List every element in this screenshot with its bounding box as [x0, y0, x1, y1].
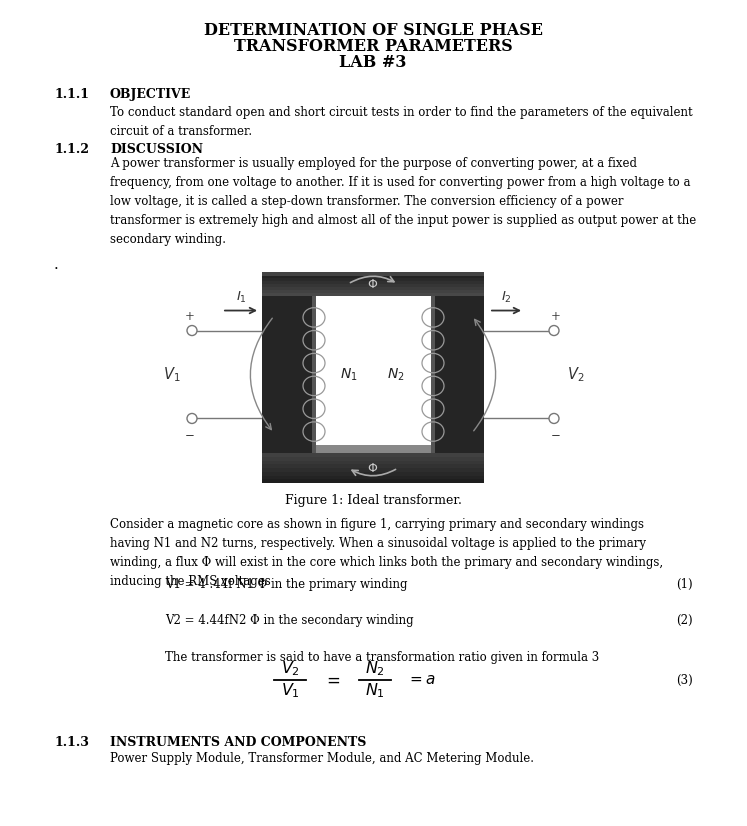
Text: −: −: [185, 429, 195, 441]
Bar: [262, 476, 484, 479]
Bar: [435, 296, 484, 453]
Text: $V_2$: $V_2$: [281, 660, 300, 678]
Text: Power Supply Module, Transformer Module, and AC Metering Module.: Power Supply Module, Transformer Module,…: [110, 752, 534, 765]
Text: INSTRUMENTS AND COMPONENTS: INSTRUMENTS AND COMPONENTS: [110, 736, 366, 749]
Text: 1.1.2: 1.1.2: [54, 143, 89, 156]
Text: $N_2$: $N_2$: [365, 660, 385, 678]
Bar: [262, 468, 484, 472]
FancyBboxPatch shape: [262, 272, 484, 276]
Text: (3): (3): [676, 673, 693, 686]
Text: $\Phi$: $\Phi$: [368, 462, 379, 474]
Bar: [312, 445, 435, 453]
Text: DETERMINATION OF SINGLE PHASE: DETERMINATION OF SINGLE PHASE: [203, 22, 542, 39]
Text: V1 = 4 .44f N1 Φ in the primary winding: V1 = 4 .44f N1 Φ in the primary winding: [165, 578, 408, 591]
Bar: [262, 472, 484, 476]
Text: TRANSFORMER PARAMETERS: TRANSFORMER PARAMETERS: [234, 38, 512, 55]
Text: Consider a magnetic core as shown in figure 1, carrying primary and secondary wi: Consider a magnetic core as shown in fig…: [110, 518, 663, 588]
Text: $\Phi$: $\Phi$: [368, 278, 379, 291]
Text: $N_1$: $N_1$: [340, 366, 358, 382]
Text: The transformer is said to have a transformation ratio given in formula 3: The transformer is said to have a transf…: [165, 651, 599, 664]
Text: $I_2$: $I_2$: [500, 290, 512, 305]
Bar: [262, 453, 484, 457]
Bar: [312, 296, 316, 453]
Text: $=$: $=$: [323, 672, 341, 689]
Bar: [262, 479, 484, 483]
Bar: [431, 296, 435, 453]
Bar: [262, 272, 484, 483]
Bar: [262, 461, 484, 464]
Text: $N_1$: $N_1$: [365, 681, 385, 700]
Text: To conduct standard open and short circuit tests in order to find the parameters: To conduct standard open and short circu…: [110, 106, 692, 138]
Bar: [262, 287, 484, 290]
Bar: [262, 290, 484, 293]
Text: +: +: [551, 310, 561, 322]
Text: $I_1$: $I_1$: [235, 290, 247, 305]
Bar: [262, 272, 484, 275]
Text: 1.1.1: 1.1.1: [54, 88, 89, 101]
Text: (2): (2): [676, 614, 693, 627]
Bar: [262, 296, 312, 453]
Text: DISCUSSION: DISCUSSION: [110, 143, 203, 156]
Text: $N_2$: $N_2$: [387, 366, 404, 382]
Text: −: −: [551, 429, 561, 441]
Text: $V_1$: $V_1$: [164, 365, 181, 384]
Text: V2 = 4.44fN2 Φ in the secondary winding: V2 = 4.44fN2 Φ in the secondary winding: [165, 614, 414, 627]
Text: $= a$: $= a$: [407, 673, 436, 687]
Bar: [262, 464, 484, 468]
Text: A power transformer is usually employed for the purpose of converting power, at : A power transformer is usually employed …: [110, 157, 696, 246]
Text: (1): (1): [676, 578, 693, 591]
Circle shape: [549, 325, 559, 335]
Bar: [262, 275, 484, 278]
Bar: [312, 296, 435, 453]
Text: $V_2$: $V_2$: [567, 365, 585, 384]
Circle shape: [187, 414, 197, 424]
Bar: [262, 457, 484, 461]
Text: OBJECTIVE: OBJECTIVE: [110, 88, 191, 101]
Text: $V_1$: $V_1$: [281, 681, 300, 700]
Text: +: +: [185, 310, 195, 322]
Text: LAB #3: LAB #3: [339, 54, 406, 71]
Text: .: .: [54, 258, 59, 272]
Bar: [262, 293, 484, 296]
Text: Figure 1: Ideal transformer.: Figure 1: Ideal transformer.: [285, 494, 462, 507]
Bar: [262, 281, 484, 284]
Bar: [262, 284, 484, 287]
Text: 1.1.3: 1.1.3: [54, 736, 89, 749]
Bar: [262, 278, 484, 281]
Circle shape: [187, 325, 197, 335]
Circle shape: [549, 414, 559, 424]
